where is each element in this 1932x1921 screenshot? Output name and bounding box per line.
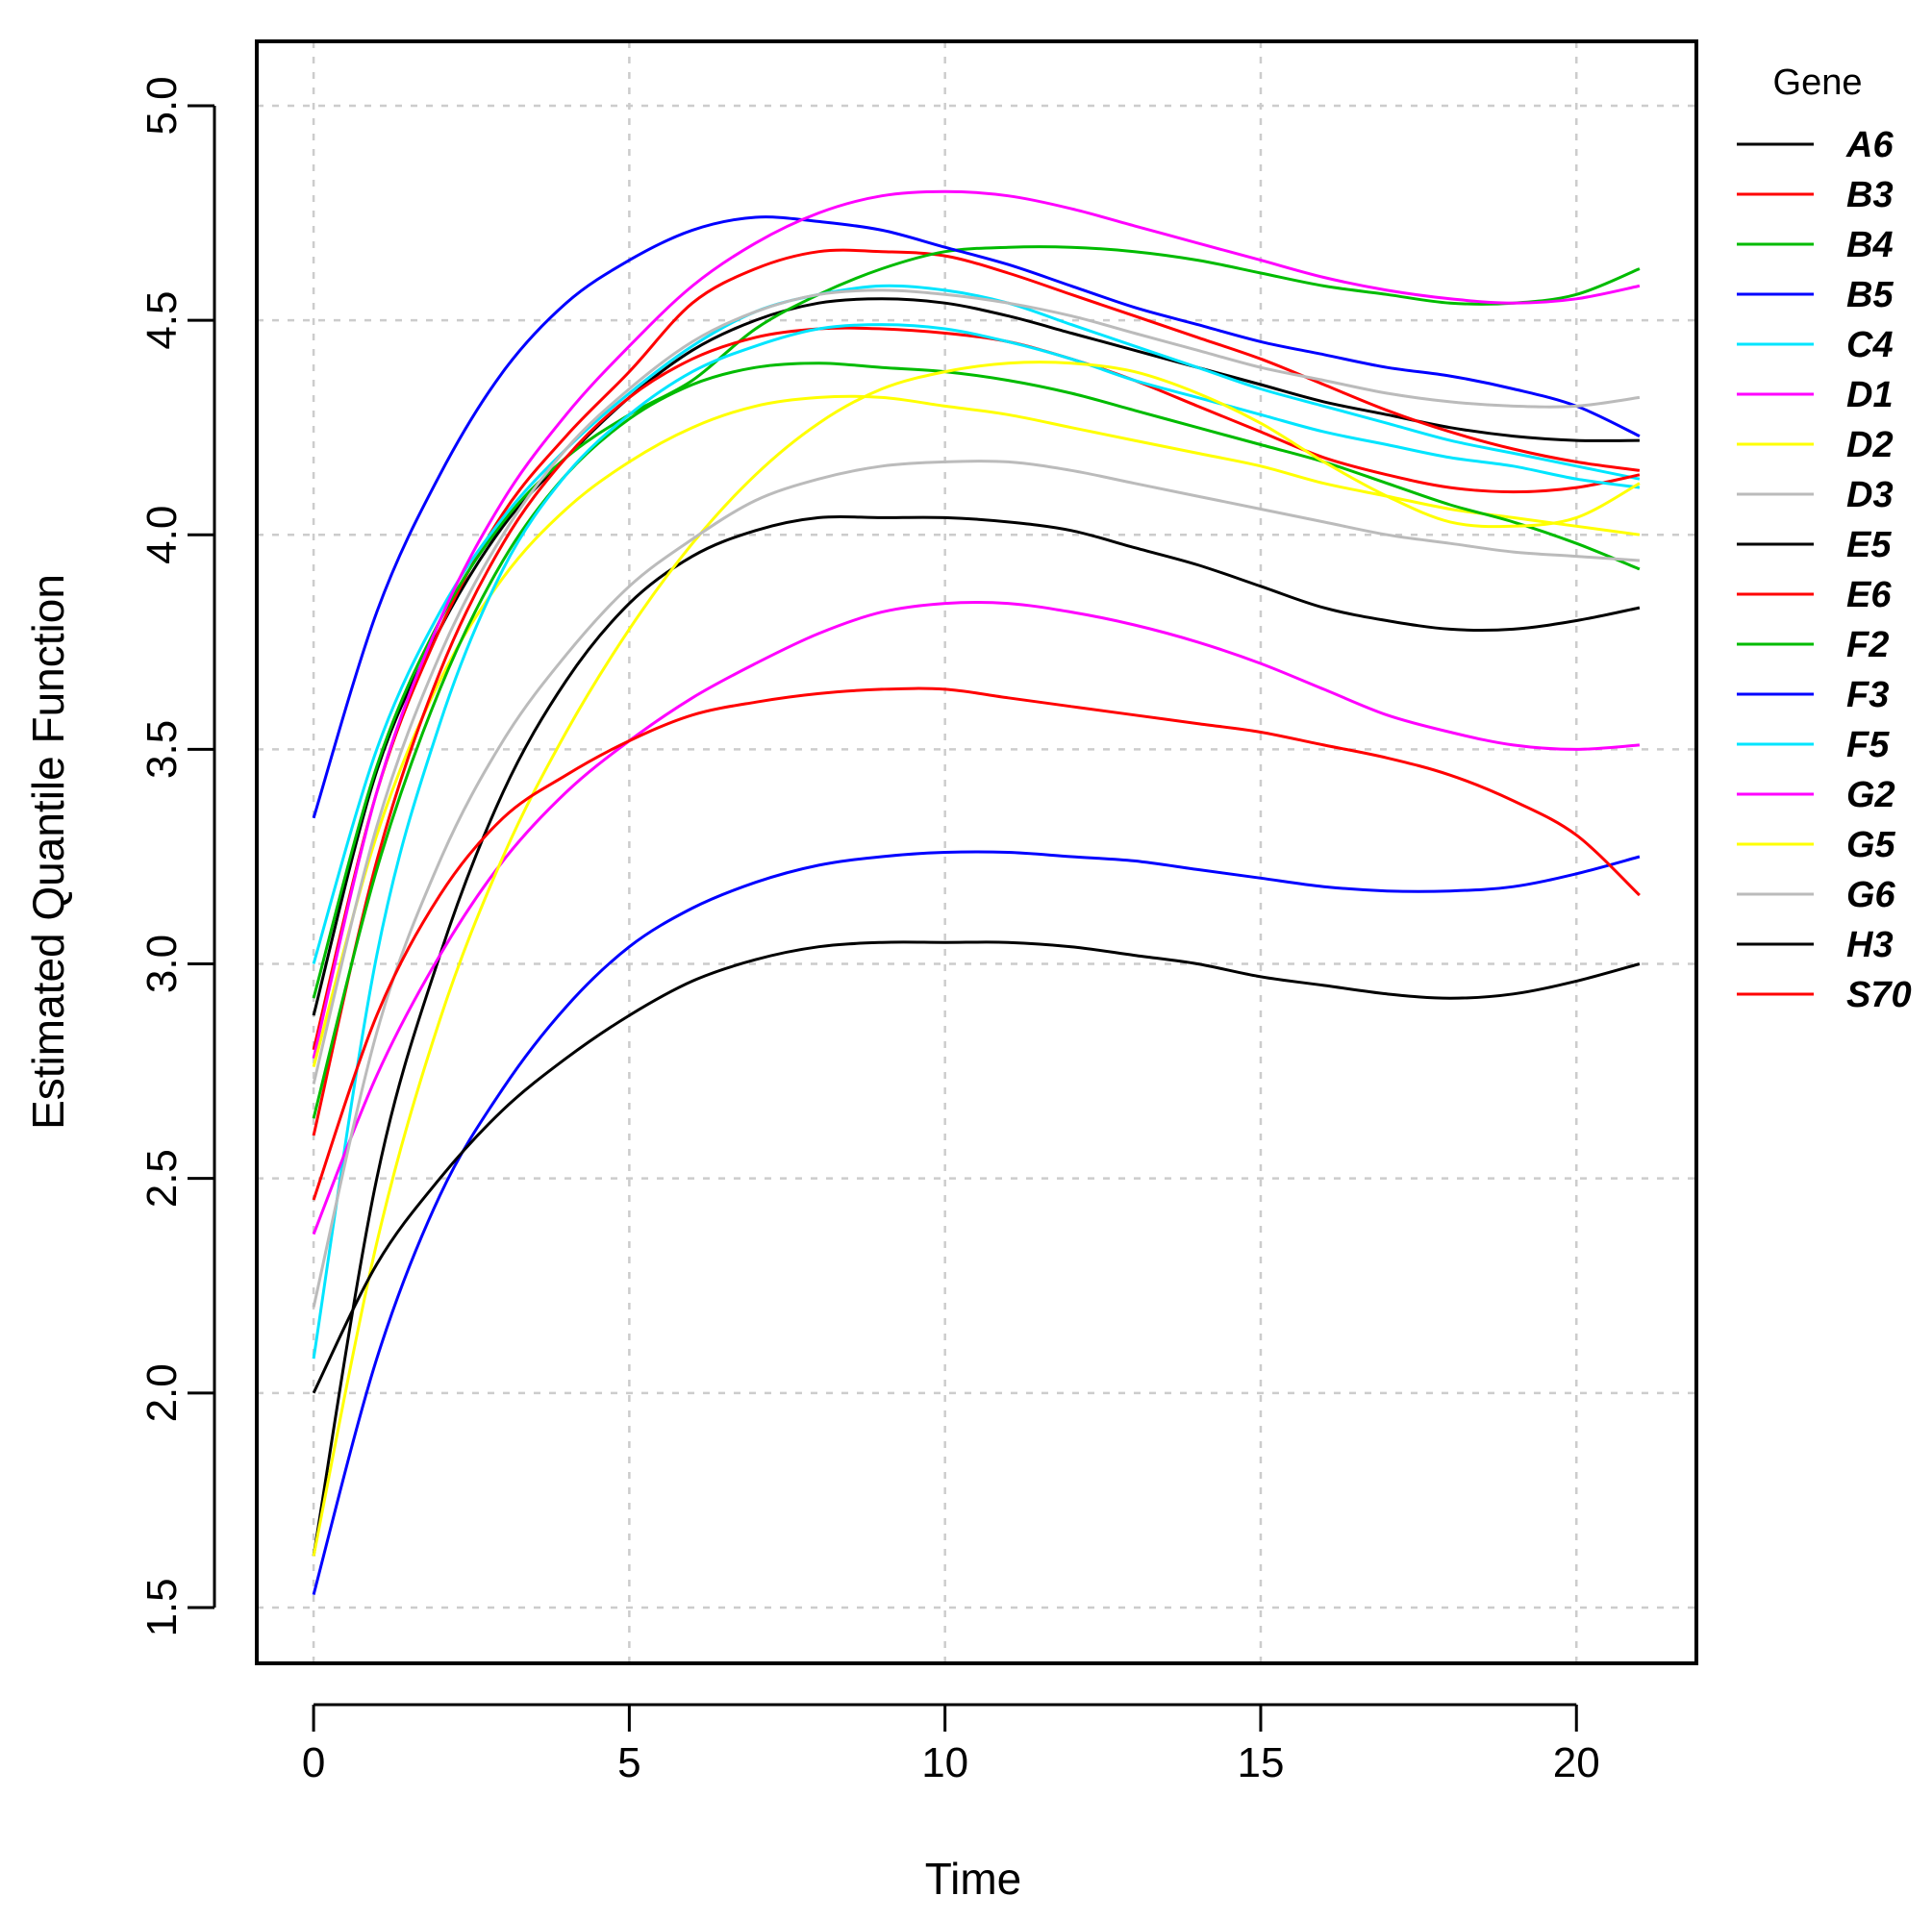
legend-label-e5: E5 xyxy=(1846,525,1892,565)
y-tick-label: 3.0 xyxy=(138,935,186,993)
series-line-g5 xyxy=(312,361,1641,1557)
plot-frame xyxy=(255,39,1698,1665)
series-line-b4 xyxy=(312,245,1641,999)
x-axis-title: Time xyxy=(925,1854,1022,1904)
series-line-d2 xyxy=(312,394,1641,1067)
series-line-g2 xyxy=(312,601,1641,1235)
series-line-b5 xyxy=(312,215,1641,819)
x-tick-label: 15 xyxy=(1237,1739,1284,1786)
legend-title: Gene xyxy=(1773,62,1863,103)
x-tick-label: 20 xyxy=(1553,1739,1600,1786)
x-tick-label: 5 xyxy=(617,1739,640,1786)
legend-label-s70: S70 xyxy=(1846,975,1912,1015)
legend-label-c4: C4 xyxy=(1846,325,1894,365)
legend-label-b4: B4 xyxy=(1846,225,1894,265)
y-axis-title: Estimated Quantile Function xyxy=(23,574,73,1130)
series-line-f3 xyxy=(312,850,1641,1595)
legend-label-e6: E6 xyxy=(1846,575,1892,615)
series-line-f2 xyxy=(312,362,1641,1119)
legend-label-f5: F5 xyxy=(1846,725,1890,765)
legend-label-b3: B3 xyxy=(1846,175,1894,215)
legend-label-f3: F3 xyxy=(1846,675,1889,715)
series-line-e5 xyxy=(312,514,1641,1557)
series-line-h3 xyxy=(312,940,1641,1394)
legend: Gene A6 B3 B4 B5 C4 D1 D2 D3 E5 E6 F2 F3 F5 G2 G5 G6 H3 S… xyxy=(1737,62,1912,1015)
series-line-f5 xyxy=(312,323,1641,1360)
legend-label-g2: G2 xyxy=(1846,775,1895,815)
legend-label-d1: D1 xyxy=(1846,375,1894,415)
y-tick-label: 5.0 xyxy=(138,76,186,135)
series-line-e6 xyxy=(312,326,1641,1136)
series-line-g6 xyxy=(312,460,1640,1308)
y-tick-label: 2.0 xyxy=(138,1363,186,1422)
series-line-d3 xyxy=(312,288,1641,1085)
series-lines xyxy=(312,189,1641,1595)
y-tick-label: 4.0 xyxy=(138,506,186,564)
series-line-d1 xyxy=(312,189,1641,1060)
y-tick-label: 4.5 xyxy=(138,291,186,350)
legend-label-g5: G5 xyxy=(1846,825,1896,865)
series-line-s70 xyxy=(312,686,1641,1201)
y-axis: 1.5 2.0 2.5 3.0 3.5 4.0 4.5 5.0 xyxy=(138,76,216,1637)
legend-label-h3: H3 xyxy=(1846,925,1894,965)
x-tick-label: 10 xyxy=(921,1739,968,1786)
series-line-c4 xyxy=(312,284,1641,964)
legend-label-b5: B5 xyxy=(1846,275,1894,315)
legend-label-d3: D3 xyxy=(1846,475,1894,515)
x-axis: 0 5 10 15 20 xyxy=(302,1703,1600,1786)
y-tick-label: 3.5 xyxy=(138,720,186,779)
y-tick-label: 1.5 xyxy=(138,1578,186,1636)
x-tick-label: 0 xyxy=(302,1739,325,1786)
legend-label-f2: F2 xyxy=(1846,625,1889,665)
legend-label-g6: G6 xyxy=(1846,875,1896,915)
legend-label-a6: A6 xyxy=(1845,125,1894,165)
legend-label-d2: D2 xyxy=(1846,425,1894,465)
series-line-a6 xyxy=(312,297,1640,1016)
y-tick-label: 2.5 xyxy=(138,1149,186,1208)
